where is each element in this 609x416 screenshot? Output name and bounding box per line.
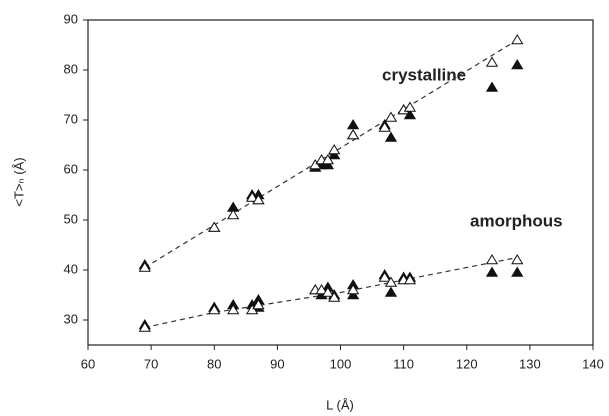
data-point	[245, 191, 259, 202]
data-point	[346, 119, 360, 130]
data-point	[252, 299, 265, 310]
y-tick-label: 40	[64, 261, 78, 276]
x-tick-label: 140	[582, 356, 604, 371]
data-point	[321, 286, 335, 297]
data-point	[138, 321, 151, 332]
data-point	[378, 121, 391, 132]
y-tick-label: 30	[64, 311, 78, 326]
x-tick-label: 90	[270, 356, 284, 371]
data-point	[252, 194, 265, 205]
y-tick-label: 90	[64, 11, 78, 26]
data-point	[227, 209, 240, 220]
data-point	[315, 284, 328, 295]
data-point	[403, 274, 417, 285]
data-point	[309, 159, 322, 170]
y-tick-label: 50	[64, 211, 78, 226]
y-tick-label: 70	[64, 111, 78, 126]
x-axis-label: L (Å)	[326, 397, 354, 412]
data-point	[328, 291, 341, 302]
x-tick-label: 70	[144, 356, 158, 371]
data-point	[485, 266, 499, 277]
x-tick-label: 120	[456, 356, 478, 371]
data-point	[384, 276, 398, 287]
data-point	[138, 261, 151, 272]
data-point	[403, 101, 417, 112]
annotation: crystalline	[382, 65, 466, 84]
data-point	[227, 304, 240, 315]
x-tick-label: 80	[207, 356, 221, 371]
data-point	[321, 154, 335, 165]
data-point	[346, 289, 360, 300]
y-axis-label: <T>ₙ (Å)	[11, 157, 26, 206]
data-point	[208, 221, 221, 232]
data-point	[511, 254, 524, 265]
data-point	[403, 109, 417, 120]
data-point	[485, 56, 499, 67]
data-point	[346, 129, 360, 140]
data-point	[511, 34, 524, 45]
data-point	[384, 111, 398, 122]
x-tick-label: 60	[81, 356, 95, 371]
data-point	[485, 81, 499, 92]
data-point	[321, 159, 335, 170]
data-point	[384, 286, 398, 297]
data-point	[511, 59, 524, 70]
annotation: amorphous	[470, 211, 563, 230]
x-tick-label: 100	[330, 356, 352, 371]
data-point	[346, 284, 360, 295]
data-point	[378, 271, 391, 282]
data-point	[485, 254, 499, 265]
data-point	[384, 131, 398, 142]
data-point	[208, 304, 221, 315]
x-tick-label: 130	[519, 356, 541, 371]
data-point	[245, 304, 259, 315]
x-tick-label: 110	[393, 356, 414, 371]
y-tick-label: 80	[64, 61, 78, 76]
data-point	[328, 149, 341, 160]
data-point	[328, 144, 341, 155]
y-tick-label: 60	[64, 161, 78, 176]
fit-line	[144, 256, 518, 329]
data-point	[511, 266, 524, 277]
